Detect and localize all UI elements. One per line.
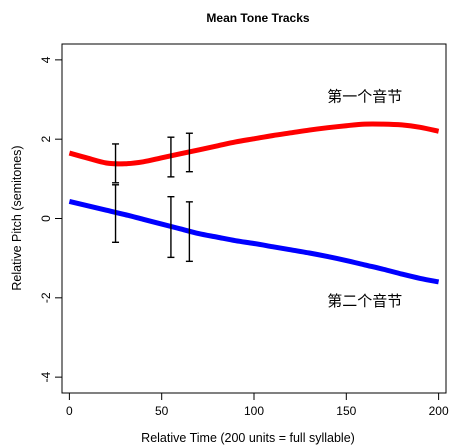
y-tick-label: -4 — [39, 371, 53, 382]
x-axis: 0 50 100 150 200 — [66, 393, 449, 418]
y-tick-label: 0 — [39, 215, 53, 222]
error-bar — [167, 136, 175, 178]
y-axis: -4 -2 0 2 4 — [39, 56, 62, 382]
error-bar — [167, 195, 175, 259]
y-axis-label: Relative Pitch (semitones) — [10, 145, 24, 290]
chart-title: Mean Tone Tracks — [206, 11, 309, 25]
series-label-1: 第一个音节 — [327, 88, 402, 106]
error-bar — [185, 201, 193, 263]
series-layer — [68, 121, 440, 285]
x-tick-label: 100 — [244, 404, 264, 418]
x-tick-label: 50 — [155, 404, 169, 418]
x-tick-label: 200 — [429, 404, 449, 418]
y-tick-label: 2 — [39, 136, 53, 143]
x-tick-label: 0 — [66, 404, 73, 418]
error-bars — [112, 132, 193, 263]
x-tick-label: 150 — [336, 404, 356, 418]
series-label-2: 第二个音节 — [327, 292, 402, 310]
error-bar — [112, 143, 120, 184]
series-line-2 — [68, 199, 440, 285]
error-bar — [112, 184, 120, 243]
y-tick-label: 4 — [39, 56, 53, 63]
series-line-1 — [68, 121, 440, 167]
error-bar — [185, 132, 193, 173]
y-tick-label: -2 — [39, 292, 53, 303]
x-axis-label: Relative Time (200 units = full syllable… — [141, 431, 355, 445]
